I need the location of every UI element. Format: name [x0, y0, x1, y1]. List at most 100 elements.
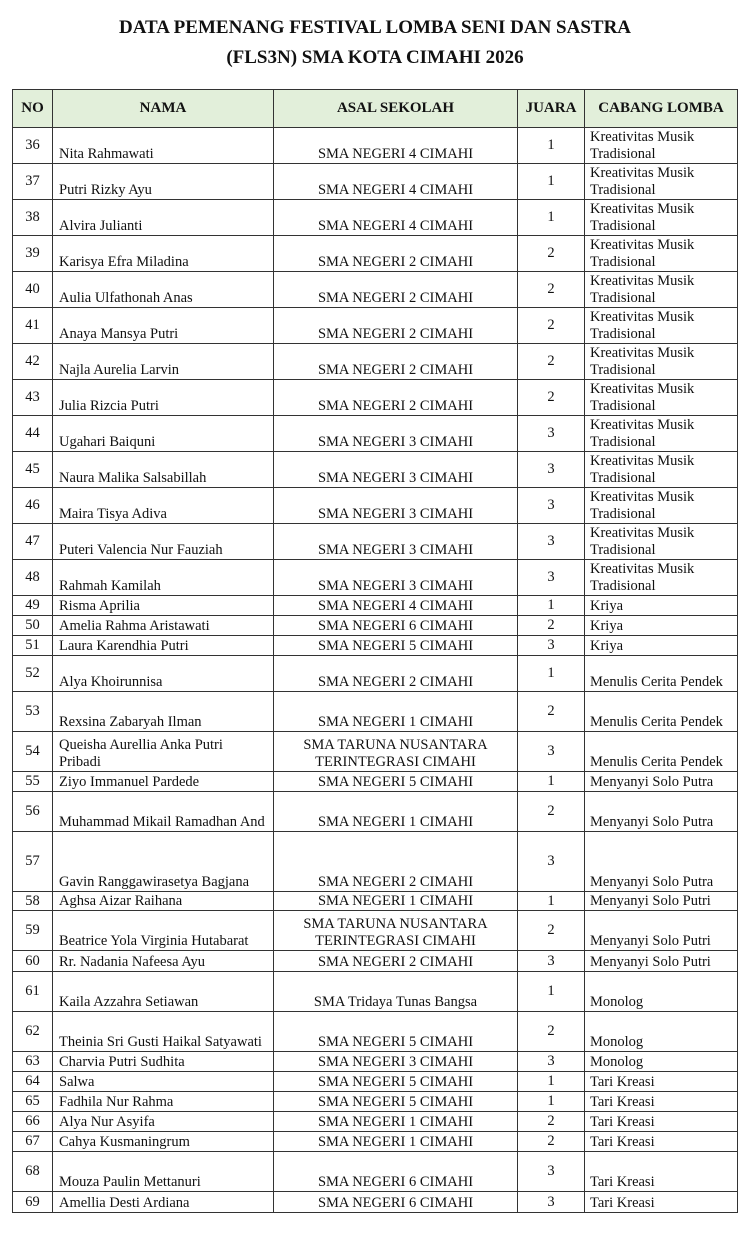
cell-no: 58	[12, 891, 53, 911]
cell-cabang: Menulis Cerita Pendek	[584, 691, 738, 732]
cell-cabang: Kreativitas Musik Tradisional	[584, 379, 738, 416]
cell-sekolah: SMA NEGERI 5 CIMAHI	[273, 771, 518, 792]
cell-cabang: Kriya	[584, 615, 738, 636]
table-row: 51 Laura Karendhia Putri SMA NEGERI 5 CIMA…	[12, 635, 738, 656]
cell-nama: Amelia Rahma Aristawati	[52, 615, 274, 636]
cell-juara: 2	[517, 1131, 585, 1152]
document-title-line-1: DATA PEMENANG FESTIVAL LOMBA SENI DAN SA…	[118, 17, 632, 38]
cell-no: 67	[12, 1131, 53, 1152]
cell-cabang: Monolog	[584, 1051, 738, 1072]
cell-juara: 3	[517, 1191, 585, 1213]
cell-no: 66	[12, 1111, 53, 1132]
cell-nama: Fadhila Nur Rahma	[52, 1091, 274, 1112]
cell-cabang: Kreativitas Musik Tradisional	[584, 307, 738, 344]
cell-cabang: Menyanyi Solo Putri	[584, 950, 738, 972]
table-row: 54 Queisha Aurellia Anka Putri Pribadi SMA…	[12, 731, 738, 772]
table-row: 47 Puteri Valencia Nur Fauziah SMA NEGERI …	[12, 523, 738, 560]
cell-juara: 3	[517, 1151, 585, 1192]
cell-juara: 2	[517, 379, 585, 416]
cell-nama: Rexsina Zabaryah Ilman	[52, 691, 274, 732]
cell-nama: Beatrice Yola Virginia Hutabarat	[52, 910, 274, 951]
cell-juara: 3	[517, 415, 585, 452]
cell-cabang: Tari Kreasi	[584, 1091, 738, 1112]
table-row: 37 Putri Rizky Ayu SMA NEGERI 4 CIMAHI 1 Kre…	[12, 163, 738, 200]
cell-nama: Anaya Mansya Putri	[52, 307, 274, 344]
cell-sekolah: SMA Tridaya Tunas Bangsa	[273, 971, 518, 1012]
cell-juara: 3	[517, 635, 585, 656]
cell-no: 37	[12, 163, 53, 200]
cell-sekolah: SMA NEGERI 3 CIMAHI	[273, 487, 518, 524]
cell-sekolah: SMA TARUNA NUSANTARA TERINTEGRASI CIMAHI	[273, 731, 518, 772]
cell-juara: 3	[517, 523, 585, 560]
cell-cabang: Kreativitas Musik Tradisional	[584, 235, 738, 272]
table-row: 38 Alvira Julianti SMA NEGERI 4 CIMAHI 1 Kre…	[12, 199, 738, 236]
table-row: 40 Aulia Ulfathonah Anas SMA NEGERI 2 CIMA…	[12, 271, 738, 308]
cell-sekolah: SMA NEGERI 1 CIMAHI	[273, 1131, 518, 1152]
cell-no: 42	[12, 343, 53, 380]
cell-no: 60	[12, 950, 53, 972]
cell-sekolah: SMA NEGERI 4 CIMAHI	[273, 199, 518, 236]
cell-sekolah: SMA NEGERI 4 CIMAHI	[273, 163, 518, 200]
table-row: 59 Beatrice Yola Virginia Hutabarat SMA TA…	[12, 910, 738, 951]
cell-sekolah: SMA NEGERI 2 CIMAHI	[273, 950, 518, 972]
table-row: 52 Alya Khoirunnisa SMA NEGERI 2 CIMAHI 1 Me…	[12, 655, 738, 692]
table-row: 67 Cahya Kusmaningrum SMA NEGERI 1 CIMAHI 2…	[12, 1131, 738, 1152]
table-row: 42 Najla Aurelia Larvin SMA NEGERI 2 CIMAH…	[12, 343, 738, 380]
table-row: 62 Theinia Sri Gusti Haikal Satyawati SMA …	[12, 1011, 738, 1052]
cell-no: 68	[12, 1151, 53, 1192]
cell-nama: Queisha Aurellia Anka Putri Pribadi	[52, 731, 274, 772]
cell-sekolah: SMA NEGERI 3 CIMAHI	[273, 1051, 518, 1072]
cell-no: 69	[12, 1191, 53, 1213]
cell-nama: Julia Rizcia Putri	[52, 379, 274, 416]
cell-nama: Alya Nur Asyifa	[52, 1111, 274, 1132]
table-row: 41 Anaya Mansya Putri SMA NEGERI 2 CIMAHI 2…	[12, 307, 738, 344]
table-row: 58 Aghsa Aizar Raihana SMA NEGERI 1 CIMAHI…	[12, 891, 738, 911]
cell-juara: 3	[517, 487, 585, 524]
cell-juara: 1	[517, 163, 585, 200]
column-header-nama: NAMA	[52, 89, 274, 128]
table-row: 46 Maira Tisya Adiva SMA NEGERI 3 CIMAHI 3 K…	[12, 487, 738, 524]
cell-nama: Ziyo Immanuel Pardede	[52, 771, 274, 792]
cell-cabang: Monolog	[584, 971, 738, 1012]
cell-no: 62	[12, 1011, 53, 1052]
column-header-asal-sekolah: ASAL SEKOLAH	[273, 89, 518, 128]
table-row: 61 Kaila Azzahra Setiawan SMA Tridaya Tuna…	[12, 971, 738, 1012]
cell-sekolah: SMA NEGERI 2 CIMAHI	[273, 655, 518, 692]
cell-sekolah: SMA NEGERI 2 CIMAHI	[273, 343, 518, 380]
cell-cabang: Kriya	[584, 635, 738, 656]
table-row: 64 Salwa SMA NEGERI 5 CIMAHI 1 Tari Kreasi	[12, 1071, 738, 1092]
cell-nama: Aghsa Aizar Raihana	[52, 891, 274, 911]
table-row: 66 Alya Nur Asyifa SMA NEGERI 1 CIMAHI 2 Tar…	[12, 1111, 738, 1132]
cell-juara: 1	[517, 771, 585, 792]
cell-juara: 1	[517, 127, 585, 164]
cell-no: 56	[12, 791, 53, 832]
cell-no: 46	[12, 487, 53, 524]
table-row: 57 Gavin Ranggawirasetya Bagjana SMA NEGER…	[12, 831, 738, 892]
cell-nama: Laura Karendhia Putri	[52, 635, 274, 656]
cell-nama: Nita Rahmawati	[52, 127, 274, 164]
table-row: 50 Amelia Rahma Aristawati SMA NEGERI 6 CI…	[12, 615, 738, 636]
cell-sekolah: SMA NEGERI 4 CIMAHI	[273, 127, 518, 164]
cell-cabang: Menyanyi Solo Putri	[584, 910, 738, 951]
cell-no: 61	[12, 971, 53, 1012]
cell-sekolah: SMA NEGERI 6 CIMAHI	[273, 615, 518, 636]
cell-nama: Muhammad Mikail Ramadhan And	[52, 791, 274, 832]
cell-nama: Najla Aurelia Larvin	[52, 343, 274, 380]
cell-nama: Putri Rizky Ayu	[52, 163, 274, 200]
cell-sekolah: SMA NEGERI 3 CIMAHI	[273, 451, 518, 488]
cell-sekolah: SMA NEGERI 1 CIMAHI	[273, 691, 518, 732]
cell-no: 65	[12, 1091, 53, 1112]
cell-no: 36	[12, 127, 53, 164]
cell-cabang: Menulis Cerita Pendek	[584, 655, 738, 692]
table-row: 45 Naura Malika Salsabillah SMA NEGERI 3 C…	[12, 451, 738, 488]
cell-cabang: Kreativitas Musik Tradisional	[584, 127, 738, 164]
cell-sekolah: SMA NEGERI 4 CIMAHI	[273, 595, 518, 616]
column-header-no: NO	[12, 89, 53, 128]
column-header-juara: JUARA	[517, 89, 585, 128]
cell-no: 47	[12, 523, 53, 560]
cell-nama: Rahmah Kamilah	[52, 559, 274, 596]
cell-no: 59	[12, 910, 53, 951]
cell-no: 38	[12, 199, 53, 236]
cell-sekolah: SMA NEGERI 2 CIMAHI	[273, 235, 518, 272]
cell-nama: Salwa	[52, 1071, 274, 1092]
